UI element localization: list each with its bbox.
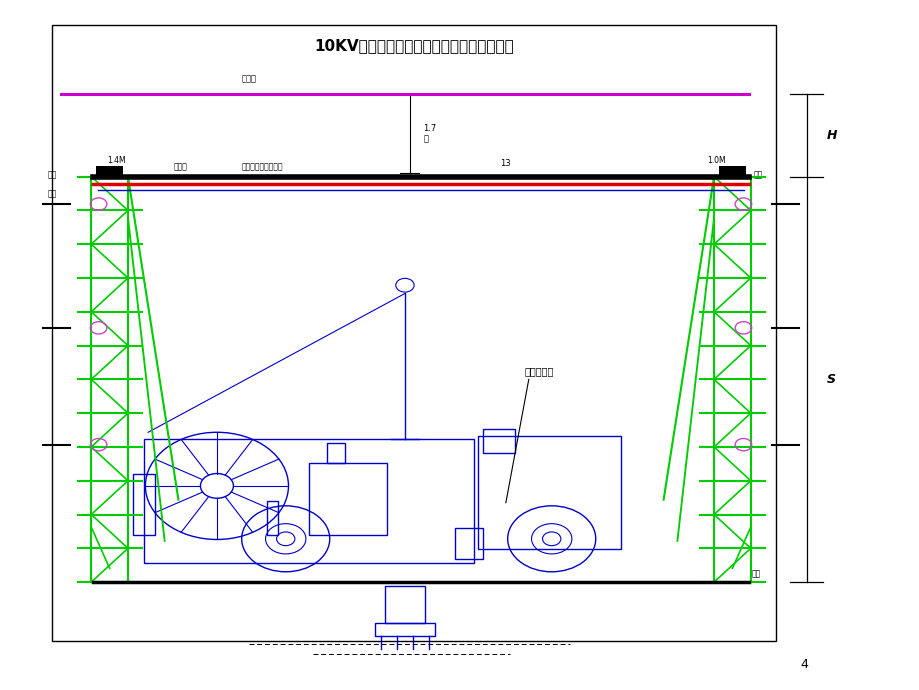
Text: 13: 13 (500, 159, 511, 168)
Text: 4: 4 (800, 658, 807, 671)
Text: 桩侧: 桩侧 (753, 170, 762, 180)
Bar (143, 439, 473, 563)
Text: 1.0M: 1.0M (707, 156, 725, 165)
Text: 1.4M: 1.4M (108, 156, 126, 165)
Bar (384, 586, 425, 623)
Bar (326, 442, 345, 463)
Bar (267, 501, 278, 535)
Text: 反循环钻机: 反循环钻机 (524, 366, 553, 376)
Bar (374, 623, 435, 635)
Bar (718, 166, 745, 179)
Text: 起始线: 起始线 (242, 75, 256, 83)
Text: 桩侧: 桩侧 (47, 170, 56, 180)
Bar (455, 529, 482, 560)
Text: 米: 米 (423, 135, 428, 144)
Text: H: H (826, 129, 836, 142)
Text: 1.7: 1.7 (423, 124, 437, 133)
Bar (51, 26, 776, 640)
Text: 10KV高压线下现钻孔灌注桩施工支护示意图: 10KV高压线下现钻孔灌注桩施工支护示意图 (314, 39, 514, 54)
Text: 加压绳及绝缘隔离网: 加压绳及绝缘隔离网 (242, 163, 283, 172)
Bar (482, 429, 515, 453)
Bar (478, 435, 619, 549)
Bar (132, 473, 155, 535)
Text: 地面: 地面 (751, 570, 760, 579)
Text: S: S (826, 373, 835, 386)
Bar (96, 166, 123, 179)
Text: 水泥墩: 水泥墩 (173, 163, 187, 172)
Bar (308, 463, 386, 535)
Text: 北侧: 北侧 (47, 189, 56, 198)
